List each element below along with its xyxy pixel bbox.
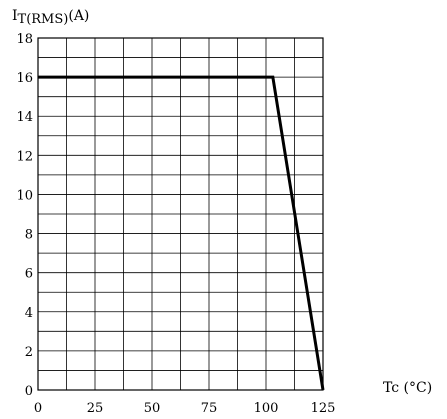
y-tick-labels: 0 2 4 6 8 10 12 14 16 18 bbox=[16, 32, 33, 399]
plot-frame bbox=[37, 37, 324, 391]
x-axis-label: Tc (°C) bbox=[383, 380, 432, 396]
y-tick-label: 0 bbox=[25, 384, 33, 399]
y-tick-label: 16 bbox=[16, 71, 33, 86]
grid bbox=[37, 37, 324, 391]
x-tick-label: 0 bbox=[34, 401, 42, 416]
y-tick-label: 2 bbox=[25, 345, 33, 360]
y-axis-label-main: I bbox=[12, 8, 18, 24]
series-group bbox=[38, 75, 325, 391]
series-line bbox=[38, 75, 325, 391]
y-axis-label-unit: (A) bbox=[68, 8, 89, 24]
x-tick-labels: 0 25 50 75 100 125 bbox=[34, 401, 336, 416]
y-tick-label: 4 bbox=[25, 306, 33, 321]
x-tick-label: 75 bbox=[201, 401, 218, 416]
x-tick-label: 100 bbox=[254, 401, 279, 416]
y-tick-label: 14 bbox=[16, 110, 33, 125]
x-tick-label: 50 bbox=[144, 401, 161, 416]
y-tick-label: 18 bbox=[16, 32, 33, 47]
x-tick-label: 25 bbox=[87, 401, 104, 416]
y-tick-label: 8 bbox=[25, 228, 33, 243]
y-tick-label: 12 bbox=[16, 149, 33, 164]
y-tick-label: 10 bbox=[16, 188, 33, 203]
y-axis-label: IT(RMS)(A) bbox=[12, 8, 89, 27]
y-axis-label-sub: T(RMS) bbox=[18, 12, 69, 27]
x-tick-label: 125 bbox=[311, 401, 336, 416]
y-tick-label: 6 bbox=[25, 267, 33, 282]
